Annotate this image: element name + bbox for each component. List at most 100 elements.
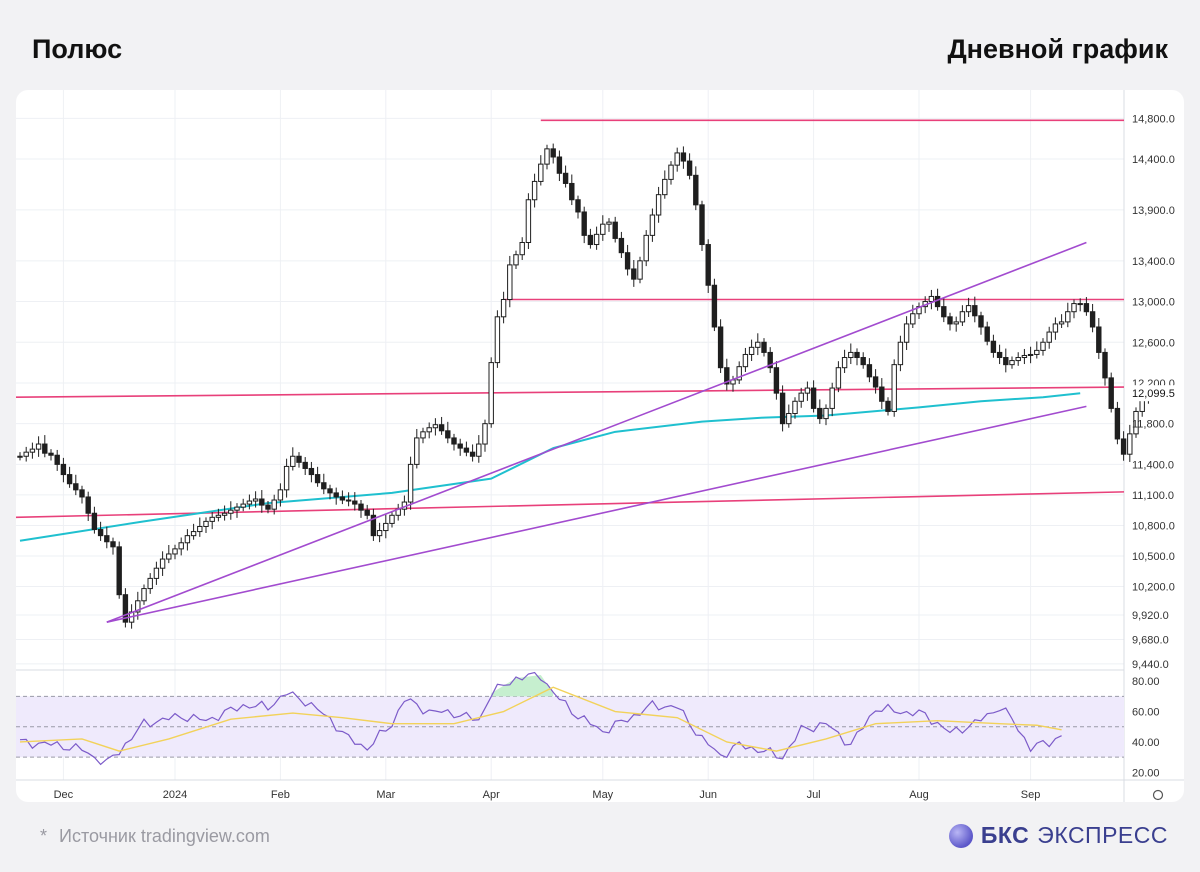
price-tick-label: 11,800.0 (1132, 419, 1174, 431)
candle-body (271, 499, 277, 510)
candle-body (296, 455, 302, 463)
time-tick-label: May (592, 789, 613, 801)
price-tick-label: 11,400.0 (1132, 459, 1174, 471)
candle-body (631, 268, 637, 280)
rsi-line (19, 671, 1062, 766)
candle-body (482, 423, 488, 445)
candle-body (575, 199, 581, 213)
candle-body (135, 600, 141, 613)
price-tick-label: 10,800.0 (1132, 520, 1175, 532)
candle-body (153, 567, 160, 579)
candle-body (1083, 303, 1090, 313)
candle-body (531, 180, 538, 201)
candle-body (73, 483, 79, 491)
candle-body (327, 488, 333, 494)
time-tick-label: Feb (271, 789, 290, 801)
candle-body (959, 311, 966, 323)
candle-body (804, 387, 811, 394)
candle-body (817, 407, 823, 420)
source-note: * Источник tradingview.com (40, 826, 270, 847)
candle-body (1077, 303, 1083, 306)
candle-body (581, 211, 587, 236)
candle-body (23, 451, 29, 457)
moving-average (19, 392, 1081, 542)
time-tick-label: Dec (54, 789, 74, 801)
candle-body (693, 174, 699, 206)
trend-line (106, 405, 1087, 623)
candle-body (308, 467, 315, 476)
candle-body (414, 437, 420, 465)
candle-body (649, 214, 656, 236)
candle-body (655, 194, 662, 216)
candle-body (755, 341, 761, 348)
candle-body (903, 323, 910, 343)
candle-body (314, 474, 321, 484)
candle-body (618, 237, 625, 254)
candle-body (606, 221, 612, 225)
candle-body (742, 353, 749, 368)
candle-body (736, 366, 742, 381)
candle-body (996, 351, 1003, 359)
candle-body (984, 326, 990, 342)
horizontal-levels (16, 119, 1125, 519)
candle-body (767, 351, 773, 369)
price-tick-label: 12,600.0 (1132, 337, 1175, 349)
candle-body (451, 437, 457, 445)
candle-body (1133, 410, 1139, 435)
candle-body (810, 387, 817, 409)
rsi-tick-label: 20.00 (1132, 767, 1160, 779)
candle-body (1003, 357, 1009, 366)
candle-body (1015, 357, 1021, 362)
candle-body (407, 463, 414, 503)
time-axis: Dec 2024 Feb Mar Apr May Jun Jul Aug Sep (54, 789, 1041, 801)
brand-name-bold: БКС (980, 822, 1030, 848)
candle-body (786, 413, 792, 425)
candle-body (711, 284, 718, 328)
candle-body (835, 367, 842, 389)
candle-body (500, 299, 507, 318)
candle-body (1096, 326, 1102, 353)
candle-body (773, 367, 780, 394)
price-tick-label: 13,900.0 (1132, 205, 1175, 217)
candle-body (333, 492, 339, 498)
candle-body (463, 447, 470, 453)
candle-body (1114, 407, 1121, 440)
candle-body (624, 252, 631, 270)
time-tick-label: 2024 (163, 789, 187, 801)
candle-body (1009, 360, 1015, 366)
candle-body (48, 452, 54, 456)
candle-body (240, 503, 246, 508)
time-tick-label: Mar (376, 789, 395, 801)
candle-body (860, 357, 866, 366)
price-tick-label: 10,500.0 (1132, 551, 1175, 563)
candle-body (190, 531, 197, 537)
candle-body (643, 234, 649, 262)
time-tick-label: Jul (807, 789, 821, 801)
rsi-signal-line (19, 686, 1062, 752)
candle-body (246, 500, 253, 505)
candle-body (699, 204, 705, 246)
candle-body (928, 295, 935, 303)
rsi-tick-label: 40.00 (1132, 737, 1160, 749)
candle-body (122, 594, 129, 623)
candle-body (184, 535, 191, 544)
candle-body (637, 260, 643, 280)
candle-body (259, 498, 265, 506)
candle-body (854, 351, 860, 359)
candle-body (1058, 321, 1065, 325)
candle-body (1127, 433, 1133, 455)
candle-body (488, 362, 494, 425)
candle-body (544, 148, 550, 165)
candle-body (358, 503, 364, 511)
price-chart[interactable]: 14,800.0 14,400.0 13,900.0 13,400.0 13,000.0… (16, 90, 1184, 802)
candle-body (879, 386, 885, 402)
price-tick-label: 13,400.0 (1132, 256, 1175, 268)
candle-body (494, 316, 501, 364)
rsi-tick-label: 60.00 (1132, 707, 1160, 719)
candle-body (978, 315, 984, 328)
candle-body (717, 326, 724, 369)
candle-body (569, 182, 575, 201)
candle-body (513, 254, 519, 266)
candle-body (538, 163, 544, 182)
candle-body (866, 364, 873, 378)
